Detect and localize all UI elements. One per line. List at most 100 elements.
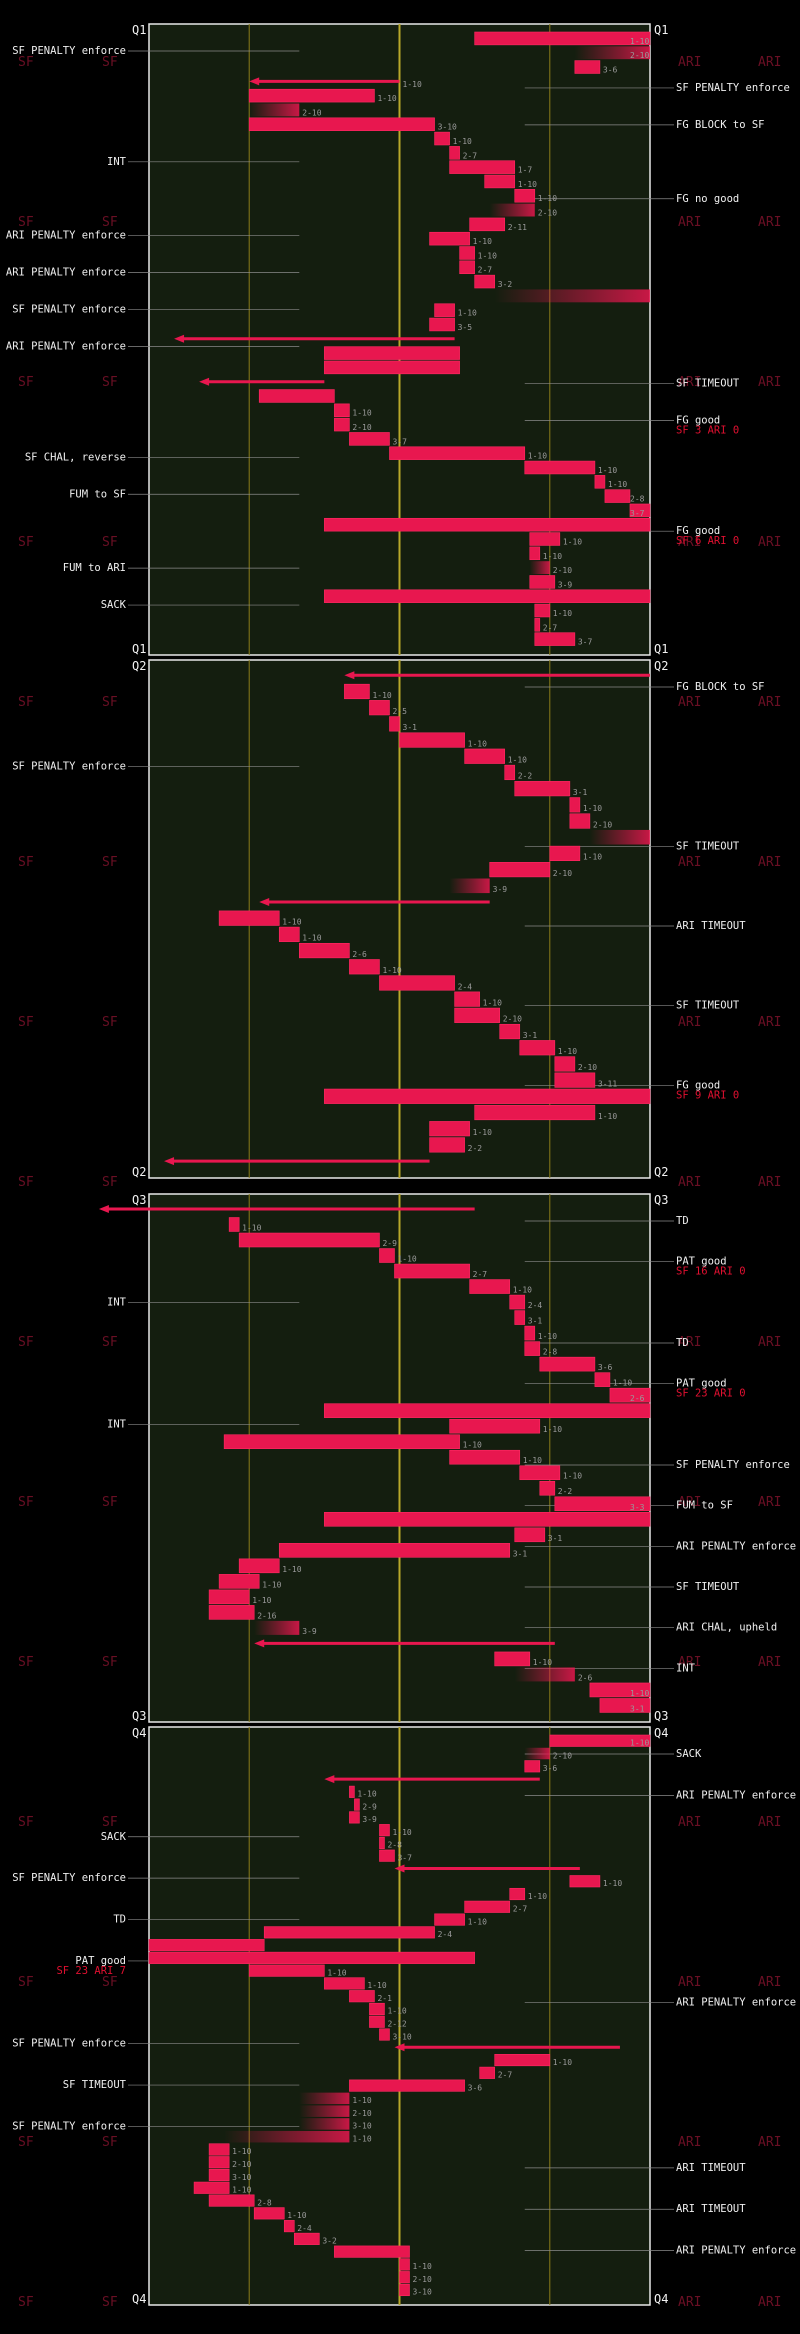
down-distance-label: 1-10 <box>630 1689 649 1698</box>
down-distance-label: 1-10 <box>513 1286 532 1295</box>
play-bar <box>504 764 516 781</box>
play-bar <box>148 1939 265 1952</box>
annotation-label: ARI PENALTY enforce <box>676 1540 796 1552</box>
play-bar <box>228 1217 240 1232</box>
play-bar <box>459 246 475 260</box>
down-distance-label: 1-10 <box>327 1968 346 1977</box>
play-bar <box>369 2002 385 2016</box>
quarter-label: Q1 <box>654 23 668 37</box>
down-distance-label: 3-1 <box>630 1704 645 1713</box>
down-distance-label: 1-10 <box>413 2262 432 2271</box>
down-distance-label: 3-9 <box>302 1627 317 1636</box>
down-distance-label: 2-4 <box>438 1930 453 1939</box>
down-distance-label: 2-6 <box>578 1673 593 1682</box>
team-watermark: ARI <box>678 55 701 70</box>
team-watermark: SF <box>102 215 118 230</box>
team-watermark: SF <box>102 1015 118 1030</box>
down-distance-label: 1-10 <box>603 1879 622 1888</box>
down-distance-label: 1-10 <box>528 1892 547 1901</box>
down-distance-label: 1-10 <box>533 1658 552 1667</box>
play-bar <box>469 217 506 232</box>
down-distance-label: 1-10 <box>463 1441 482 1450</box>
annotation-label: ARI TIMEOUT <box>676 2162 746 2174</box>
down-distance-label: 2-10 <box>413 2275 432 2284</box>
play-bar <box>529 546 541 561</box>
play-bar <box>349 1990 375 2003</box>
play-bar <box>379 975 455 991</box>
down-distance-label: 2-10 <box>593 820 612 829</box>
play-bar <box>334 403 350 418</box>
annotation-label: SF PENALTY enforce <box>12 45 126 57</box>
down-distance-label: 2-5 <box>392 707 407 716</box>
play-bar <box>248 117 435 131</box>
team-watermark: ARI <box>758 535 781 550</box>
down-distance-label: 1-10 <box>523 1456 542 1465</box>
down-distance-label: 1-10 <box>372 691 391 700</box>
annotation-label: TD <box>676 1337 689 1349</box>
team-watermark: ARI <box>678 1815 701 1830</box>
team-watermark: SF <box>102 1975 118 1990</box>
annotation-label: SF PENALTY enforce <box>676 82 790 94</box>
play-bar <box>208 2168 230 2182</box>
down-distance-label: 1-10 <box>473 237 492 246</box>
down-distance-label: 2-8 <box>543 1348 558 1357</box>
play-bar <box>569 813 591 829</box>
down-distance-label: 2-4 <box>528 1301 543 1310</box>
play-bar <box>514 1667 575 1682</box>
play-bar <box>379 1836 385 1849</box>
play-bar <box>354 1798 360 1811</box>
down-distance-label: 1-10 <box>468 1917 487 1926</box>
play-bar <box>524 1760 541 1773</box>
down-distance-label: 3-2 <box>498 280 513 289</box>
down-distance-label: 1-10 <box>262 1580 281 1589</box>
down-distance-label: 2-2 <box>558 1487 573 1496</box>
play-bar <box>449 1449 521 1465</box>
play-bar <box>539 1480 556 1496</box>
play-bar <box>494 289 650 303</box>
play-bar <box>514 1310 526 1325</box>
down-distance-label: 3-9 <box>362 1815 377 1824</box>
team-watermark: SF <box>18 1975 34 1990</box>
down-distance-label: 2-10 <box>553 1751 572 1760</box>
quarter-label: Q2 <box>132 659 146 673</box>
play-bar <box>449 146 460 160</box>
team-watermark: SF <box>102 1175 118 1190</box>
quarter-label: Q4 <box>654 1726 668 1740</box>
team-watermark: SF <box>102 2295 118 2310</box>
quarter-label: Q2 <box>132 1165 146 1179</box>
team-watermark: SF <box>102 695 118 710</box>
play-bar <box>324 346 460 360</box>
play-bar <box>369 700 390 716</box>
team-watermark: ARI <box>758 1495 781 1510</box>
annotation-label: ARI PENALTY enforce <box>6 267 126 279</box>
play-bar <box>299 2105 350 2117</box>
down-distance-label: 2-6 <box>352 950 367 959</box>
annotation-label: FG good <box>676 414 720 426</box>
play-bar <box>218 910 280 926</box>
penalty-arrowhead <box>394 1864 405 1873</box>
down-distance-label: 2-2 <box>468 1144 483 1153</box>
annotation-label: FG no good <box>676 193 739 205</box>
down-distance-label: 1-10 <box>608 480 627 489</box>
play-bar <box>208 1589 250 1605</box>
down-distance-label: 3-1 <box>573 788 588 797</box>
play-bar <box>629 503 651 518</box>
team-watermark: ARI <box>678 695 701 710</box>
team-watermark: ARI <box>758 1975 781 1990</box>
down-distance-label: 1-10 <box>287 2211 306 2220</box>
down-distance-label: 1-10 <box>232 2186 251 2195</box>
quarter-label: Q4 <box>132 2292 146 2306</box>
team-watermark: SF <box>18 55 34 70</box>
down-distance-label: 2-10 <box>352 2109 371 2118</box>
down-distance-label: 2-7 <box>543 623 558 632</box>
play-bar <box>509 1887 526 1901</box>
down-distance-label: 3-10 <box>413 2288 432 2297</box>
play-bar <box>148 1951 475 1964</box>
down-distance-label: 1-10 <box>242 1223 261 1232</box>
score-label: SF 16 ARI 0 <box>676 1266 746 1278</box>
team-watermark: ARI <box>758 1175 781 1190</box>
down-distance-label: 2-12 <box>387 2019 406 2028</box>
team-watermark: ARI <box>678 375 701 390</box>
down-distance-label: 3-5 <box>458 323 473 332</box>
